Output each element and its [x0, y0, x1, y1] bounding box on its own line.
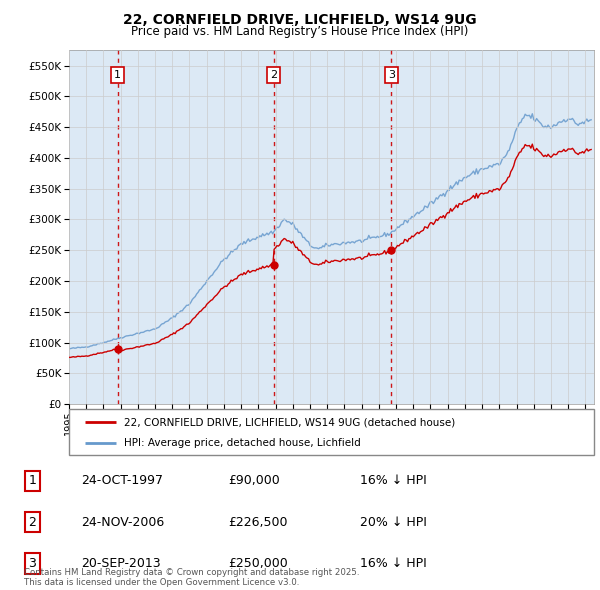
- Text: 24-NOV-2006: 24-NOV-2006: [81, 516, 164, 529]
- Text: £226,500: £226,500: [228, 516, 287, 529]
- Text: 3: 3: [388, 70, 395, 80]
- Text: 3: 3: [28, 557, 37, 570]
- Text: 20% ↓ HPI: 20% ↓ HPI: [360, 516, 427, 529]
- Text: 1: 1: [114, 70, 121, 80]
- Text: HPI: Average price, detached house, Lichfield: HPI: Average price, detached house, Lich…: [124, 438, 361, 448]
- Text: 22, CORNFIELD DRIVE, LICHFIELD, WS14 9UG: 22, CORNFIELD DRIVE, LICHFIELD, WS14 9UG: [123, 13, 477, 27]
- FancyBboxPatch shape: [69, 409, 594, 455]
- Text: 24-OCT-1997: 24-OCT-1997: [81, 474, 163, 487]
- Text: £250,000: £250,000: [228, 557, 288, 570]
- Text: Contains HM Land Registry data © Crown copyright and database right 2025.
This d: Contains HM Land Registry data © Crown c…: [24, 568, 359, 587]
- Text: 22, CORNFIELD DRIVE, LICHFIELD, WS14 9UG (detached house): 22, CORNFIELD DRIVE, LICHFIELD, WS14 9UG…: [124, 417, 455, 427]
- Text: Price paid vs. HM Land Registry’s House Price Index (HPI): Price paid vs. HM Land Registry’s House …: [131, 25, 469, 38]
- Text: £90,000: £90,000: [228, 474, 280, 487]
- Text: 2: 2: [28, 516, 37, 529]
- Text: 20-SEP-2013: 20-SEP-2013: [81, 557, 161, 570]
- Text: 2: 2: [270, 70, 277, 80]
- Text: 16% ↓ HPI: 16% ↓ HPI: [360, 557, 427, 570]
- Text: 1: 1: [28, 474, 37, 487]
- Text: 16% ↓ HPI: 16% ↓ HPI: [360, 474, 427, 487]
